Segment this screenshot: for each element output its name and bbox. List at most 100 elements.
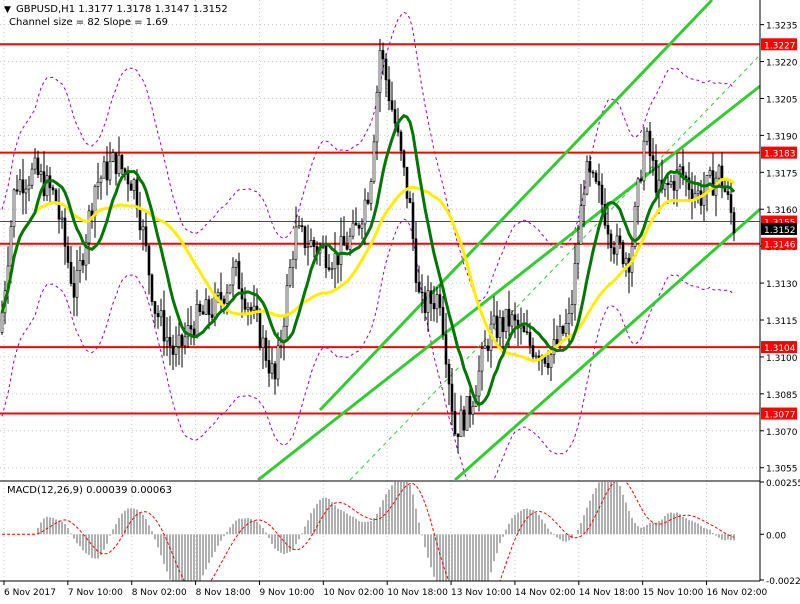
level-tag — [761, 341, 797, 354]
candle-body — [357, 224, 361, 229]
candle-body — [165, 336, 169, 342]
candle-body — [78, 260, 82, 271]
candle-body — [285, 285, 289, 327]
candle-body — [105, 161, 109, 181]
candle-body — [249, 307, 253, 311]
candle-body — [411, 202, 415, 240]
candle-body — [366, 199, 370, 204]
candle-body — [108, 161, 112, 181]
candle-body — [435, 294, 439, 310]
candle-body — [444, 334, 448, 365]
price-tick-label: 1.3055 — [766, 465, 798, 475]
candle-body — [555, 339, 559, 345]
candle-body — [156, 313, 160, 318]
time-tick-label: 13 Nov 10:00 — [451, 588, 512, 598]
price-tick-label: 1.3205 — [766, 95, 798, 105]
candle-body — [222, 298, 226, 304]
candle-body — [381, 50, 385, 60]
candle-body — [429, 290, 433, 304]
time-axis: 6 Nov 2017 7 Nov 10:00 8 Nov 02:00 8 Nov 18… — [3, 581, 768, 598]
candle-body — [252, 305, 256, 311]
candle-body — [63, 217, 67, 247]
candle-body — [180, 334, 184, 347]
candle-body — [471, 406, 475, 415]
time-tick-label: 6 Nov 2017 — [4, 588, 56, 598]
envelope-bands — [1, 11, 735, 480]
candle-body — [510, 314, 514, 327]
regression-channel — [257, 0, 760, 480]
candle-body — [648, 130, 652, 156]
candle-body — [402, 150, 406, 168]
candle-body — [150, 274, 154, 302]
candle-body — [495, 315, 499, 338]
candle-body — [513, 314, 517, 321]
candle-body — [333, 253, 337, 270]
candle-body — [192, 328, 196, 336]
lower-band — [1, 218, 735, 480]
candle-body — [480, 348, 484, 372]
candle-body — [447, 363, 451, 385]
candle-body — [99, 177, 103, 183]
price-tick-label: 1.3235 — [766, 22, 798, 32]
channel-label: Channel size = 82 Slope = 1.69 — [9, 17, 168, 28]
candle-body — [405, 166, 409, 199]
candle-body — [120, 154, 124, 170]
candle-body — [210, 314, 214, 318]
chart-title: GBPUSD,H1 1.3177 1.3178 1.3147 1.3152 — [16, 4, 228, 15]
macd-tick-label: 0.00255 — [766, 479, 800, 489]
candle-body — [651, 155, 655, 161]
candle-body — [261, 337, 265, 348]
candle-body — [369, 181, 373, 204]
candle-body — [426, 290, 430, 313]
candle-body — [618, 235, 622, 243]
candle-body — [246, 307, 250, 310]
level-tag — [761, 237, 797, 250]
candle-body — [204, 299, 208, 315]
candle-body — [378, 50, 382, 93]
candle-body — [690, 189, 694, 200]
candle-body — [183, 336, 187, 347]
macd-axis: 0.00255 0.00 -0.00223 — [760, 479, 800, 587]
level-tag-label: 1.3104 — [764, 344, 796, 354]
candle-body — [177, 334, 181, 347]
macd-tick-label: 0.00 — [766, 531, 786, 541]
candle-body — [273, 363, 277, 380]
candle-body — [414, 238, 418, 283]
candle-body — [375, 92, 379, 143]
candle-body — [399, 131, 403, 152]
candle-body — [363, 199, 367, 225]
price-tick-label: 1.3220 — [766, 59, 798, 69]
candle-body — [231, 267, 235, 286]
candle-body — [144, 226, 148, 247]
candle-body — [312, 240, 316, 247]
candle-body — [57, 203, 61, 220]
candle-body — [171, 345, 175, 355]
candle-body — [462, 409, 466, 431]
upper-band — [1, 11, 735, 302]
candle-body — [96, 181, 100, 187]
price-tags: 1.32271.31831.31461.31041.30771.31551.31… — [761, 38, 797, 421]
candle-body — [198, 303, 202, 312]
time-tick-label: 15 Nov 10:00 — [643, 588, 704, 598]
time-tick-label: 16 Nov 02:00 — [707, 588, 768, 598]
level-tag-label: 1.3183 — [764, 150, 796, 160]
candle-body — [129, 183, 133, 191]
candle-body — [297, 225, 301, 228]
candle-body — [708, 170, 712, 176]
candle-body — [114, 152, 118, 174]
level-tag — [761, 38, 797, 51]
candle-body — [75, 270, 79, 298]
candle-body — [324, 246, 328, 268]
candle-body — [642, 140, 646, 182]
candle-body — [711, 170, 715, 196]
candle-body — [612, 247, 616, 255]
candle-body — [294, 226, 298, 260]
candle-body — [267, 360, 271, 374]
candle-body — [12, 189, 16, 227]
svg-text:▼: ▼ — [4, 5, 11, 15]
candle-body — [81, 260, 85, 266]
candle-body — [27, 184, 31, 190]
channel-lower-2 — [454, 208, 760, 480]
candle-body — [486, 345, 490, 351]
